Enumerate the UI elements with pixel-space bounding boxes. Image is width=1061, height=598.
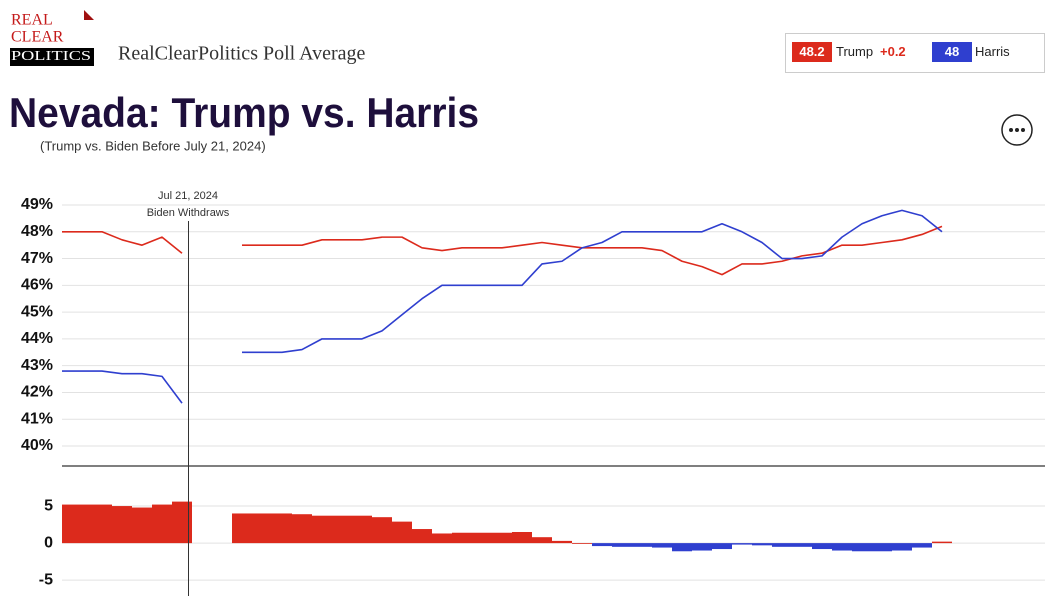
legend-name: Trump [836, 44, 873, 59]
y-tick-label: 49% [21, 196, 53, 213]
spread-bar [652, 543, 672, 548]
spread-bar [62, 504, 72, 544]
spread-bar [912, 543, 932, 548]
spread-bar [692, 543, 712, 551]
legend-value: 48 [945, 44, 959, 59]
logo-text: POLITICS [11, 49, 91, 64]
spread-bar [172, 501, 192, 544]
y-tick-label: 44% [21, 330, 53, 347]
y-tick-label: 40% [21, 437, 53, 454]
legend-badge [792, 42, 832, 62]
y-tick-label: -5 [39, 571, 53, 588]
spread-bar [492, 532, 512, 544]
y-tick-label: 47% [21, 250, 53, 267]
spread-bar [732, 543, 752, 545]
y-tick-label: 42% [21, 384, 53, 401]
spread-bar [132, 507, 152, 544]
spread-bar [752, 543, 772, 546]
more-dot [1009, 128, 1013, 132]
y-tick-label: 5 [44, 497, 53, 514]
series-line [62, 209, 943, 404]
spread-bar [432, 533, 452, 544]
y-tick-label: 43% [21, 357, 53, 374]
site-title: RealClearPolitics Poll Average [118, 43, 365, 65]
annotation-text: Biden Withdraws [147, 207, 230, 219]
spread-bar [232, 513, 252, 544]
spread-bar [532, 537, 552, 544]
more-button[interactable] [1001, 114, 1033, 146]
legend-name: Harris [975, 44, 1010, 59]
spread-bar [452, 532, 472, 544]
spread-bar [252, 513, 272, 544]
spread-bar [632, 543, 652, 547]
spread-bar [832, 543, 852, 551]
spread-bar [512, 532, 532, 544]
spread-bar [292, 514, 312, 544]
chart-subtitle: (Trump vs. Biden Before July 21, 2024) [40, 138, 266, 153]
spread-bar [772, 543, 792, 547]
spread-bar [572, 543, 592, 544]
spread-bar [792, 543, 812, 547]
spread-bar [472, 532, 492, 544]
legend-value: 48.2 [799, 44, 824, 59]
legend-change: +0.2 [880, 44, 906, 59]
spread-bar [372, 517, 392, 544]
spread-bar [412, 529, 432, 544]
chart-title: Nevada: Trump vs. Harris [9, 89, 479, 136]
spread-bar [872, 543, 892, 552]
logo-text: REAL [11, 12, 53, 29]
spread-bar [812, 543, 832, 550]
logo-corner [84, 10, 94, 20]
spread-bar [932, 541, 952, 544]
spread-bar [312, 515, 332, 544]
spread-bar [592, 543, 612, 547]
spread-bar [852, 543, 872, 552]
series-line [62, 225, 943, 276]
spread-bar [112, 506, 132, 544]
legend-badge [932, 42, 972, 62]
spread-bar [272, 513, 292, 544]
y-tick-label: 46% [21, 277, 53, 294]
spread-bar [612, 543, 632, 547]
y-tick-label: 41% [21, 410, 53, 427]
spread-bar [392, 521, 412, 544]
y-tick-label: 48% [21, 223, 53, 240]
logo-band [10, 48, 94, 66]
spread-bar [352, 515, 372, 544]
y-tick-label: 0 [44, 534, 53, 551]
more-dot [1015, 128, 1019, 132]
spread-bar [892, 543, 912, 551]
spread-bar [332, 515, 352, 544]
y-tick-label: 45% [21, 303, 53, 320]
more-dot [1021, 128, 1025, 132]
logo-text: CLEAR [11, 29, 64, 46]
spread-bar [672, 543, 692, 552]
annotation-date: Jul 21, 2024 [158, 190, 218, 202]
plot-layer: 40% 41% 42% 43% 44% 45% 46% 47% 48% 49% 5 0 -5 [21, 196, 1045, 588]
spread-bar [712, 543, 732, 550]
spread-bar [72, 504, 92, 544]
spread-bar [152, 504, 172, 544]
spread-bar [92, 504, 112, 544]
spread-bar [552, 540, 572, 544]
